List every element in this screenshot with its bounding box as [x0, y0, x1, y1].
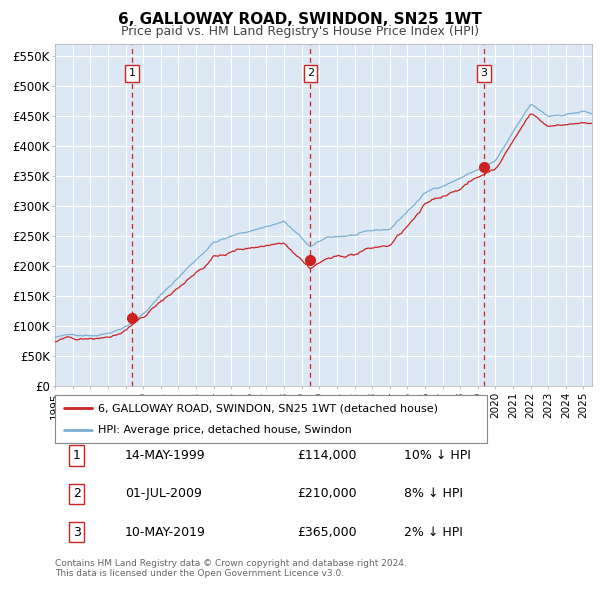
Text: 10-MAY-2019: 10-MAY-2019: [125, 526, 206, 539]
Text: 1: 1: [128, 68, 136, 78]
Text: 2% ↓ HPI: 2% ↓ HPI: [404, 526, 463, 539]
Text: Contains HM Land Registry data © Crown copyright and database right 2024.
This d: Contains HM Land Registry data © Crown c…: [55, 559, 407, 578]
Text: 6, GALLOWAY ROAD, SWINDON, SN25 1WT: 6, GALLOWAY ROAD, SWINDON, SN25 1WT: [118, 12, 482, 27]
Text: 6, GALLOWAY ROAD, SWINDON, SN25 1WT (detached house): 6, GALLOWAY ROAD, SWINDON, SN25 1WT (det…: [98, 403, 439, 413]
Text: £210,000: £210,000: [297, 487, 356, 500]
Text: £365,000: £365,000: [297, 526, 356, 539]
Text: Price paid vs. HM Land Registry's House Price Index (HPI): Price paid vs. HM Land Registry's House …: [121, 25, 479, 38]
Text: 2: 2: [73, 487, 80, 500]
Text: 10% ↓ HPI: 10% ↓ HPI: [404, 449, 471, 462]
Text: £114,000: £114,000: [297, 449, 356, 462]
Text: 8% ↓ HPI: 8% ↓ HPI: [404, 487, 463, 500]
Text: 2: 2: [307, 68, 314, 78]
Text: HPI: Average price, detached house, Swindon: HPI: Average price, detached house, Swin…: [98, 425, 352, 435]
Text: 01-JUL-2009: 01-JUL-2009: [125, 487, 202, 500]
Text: 14-MAY-1999: 14-MAY-1999: [125, 449, 206, 462]
Text: 3: 3: [73, 526, 80, 539]
Text: 3: 3: [481, 68, 488, 78]
Text: 1: 1: [73, 449, 80, 462]
